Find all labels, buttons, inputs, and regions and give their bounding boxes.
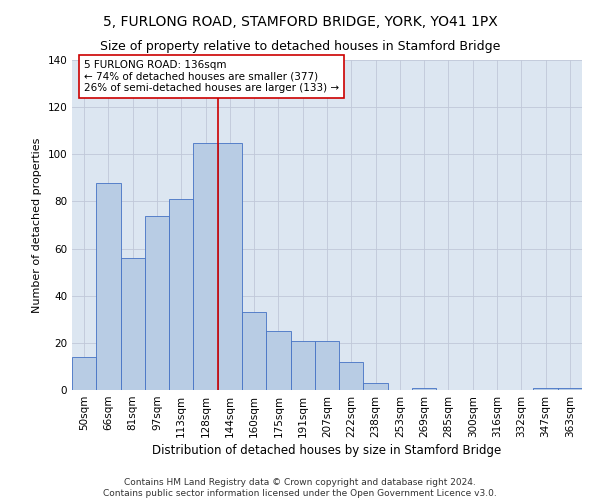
Bar xyxy=(315,340,339,390)
Bar xyxy=(145,216,169,390)
X-axis label: Distribution of detached houses by size in Stamford Bridge: Distribution of detached houses by size … xyxy=(152,444,502,457)
Bar xyxy=(558,388,582,390)
Text: Contains HM Land Registry data © Crown copyright and database right 2024.
Contai: Contains HM Land Registry data © Crown c… xyxy=(103,478,497,498)
Bar xyxy=(96,182,121,390)
Text: 5 FURLONG ROAD: 136sqm
← 74% of detached houses are smaller (377)
26% of semi-de: 5 FURLONG ROAD: 136sqm ← 74% of detached… xyxy=(84,60,339,93)
Bar xyxy=(533,388,558,390)
Bar xyxy=(364,383,388,390)
Bar xyxy=(169,199,193,390)
Bar xyxy=(339,362,364,390)
Bar xyxy=(412,388,436,390)
Bar xyxy=(218,142,242,390)
Bar xyxy=(242,312,266,390)
Bar xyxy=(266,331,290,390)
Bar xyxy=(121,258,145,390)
Text: Size of property relative to detached houses in Stamford Bridge: Size of property relative to detached ho… xyxy=(100,40,500,53)
Text: 5, FURLONG ROAD, STAMFORD BRIDGE, YORK, YO41 1PX: 5, FURLONG ROAD, STAMFORD BRIDGE, YORK, … xyxy=(103,15,497,29)
Bar xyxy=(72,357,96,390)
Bar xyxy=(290,340,315,390)
Bar xyxy=(193,142,218,390)
Y-axis label: Number of detached properties: Number of detached properties xyxy=(32,138,42,312)
